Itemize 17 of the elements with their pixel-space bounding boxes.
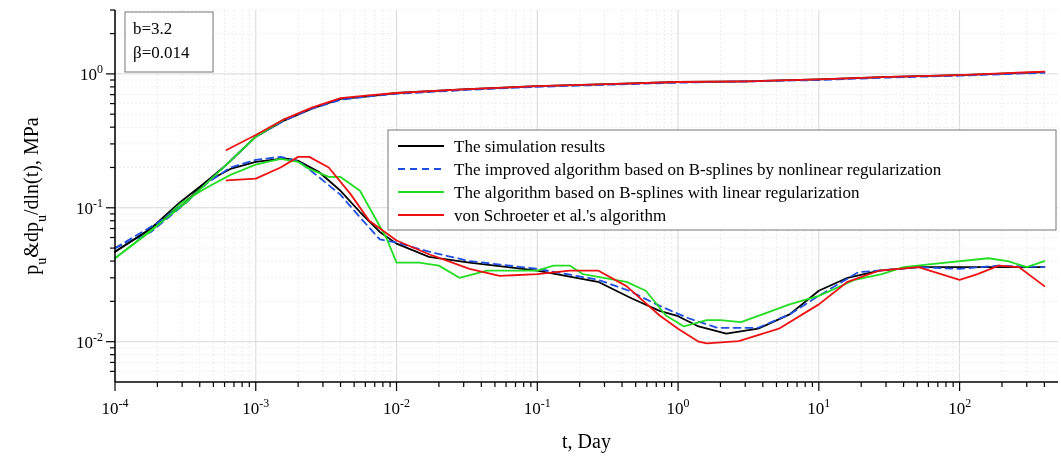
legend-label: The algorithm based on B-splines with linear regularization (454, 183, 861, 202)
legend-label: The simulation results (454, 137, 606, 156)
legend-label: The improved algorithm based on B-splines by nonlinear regularization (454, 160, 942, 179)
legend-label: von Schroeter et al.'s algorithm (454, 206, 667, 225)
x-tick-label: 10$^{1}$ (807, 396, 831, 418)
annotation: b=3.2 (133, 19, 173, 38)
y-tick-label: 10$^{-2}$ (76, 329, 104, 352)
x-tick-label: 10$^{0}$ (666, 396, 690, 418)
x-tick-label: 10$^{-2}$ (383, 396, 411, 418)
x-tick-label: 10$^{-3}$ (242, 396, 270, 418)
annotation: β=0.014 (133, 43, 190, 62)
x-tick-label: 10$^{-4}$ (101, 396, 129, 418)
x-tick-label: 10$^{2}$ (948, 396, 972, 418)
x-axis-title: t, Day (562, 430, 611, 453)
y-tick-label: 10$^{0}$ (80, 61, 104, 84)
x-tick-label: 10$^{-1}$ (523, 396, 551, 418)
y-tick-label: 10$^{-1}$ (76, 195, 104, 218)
